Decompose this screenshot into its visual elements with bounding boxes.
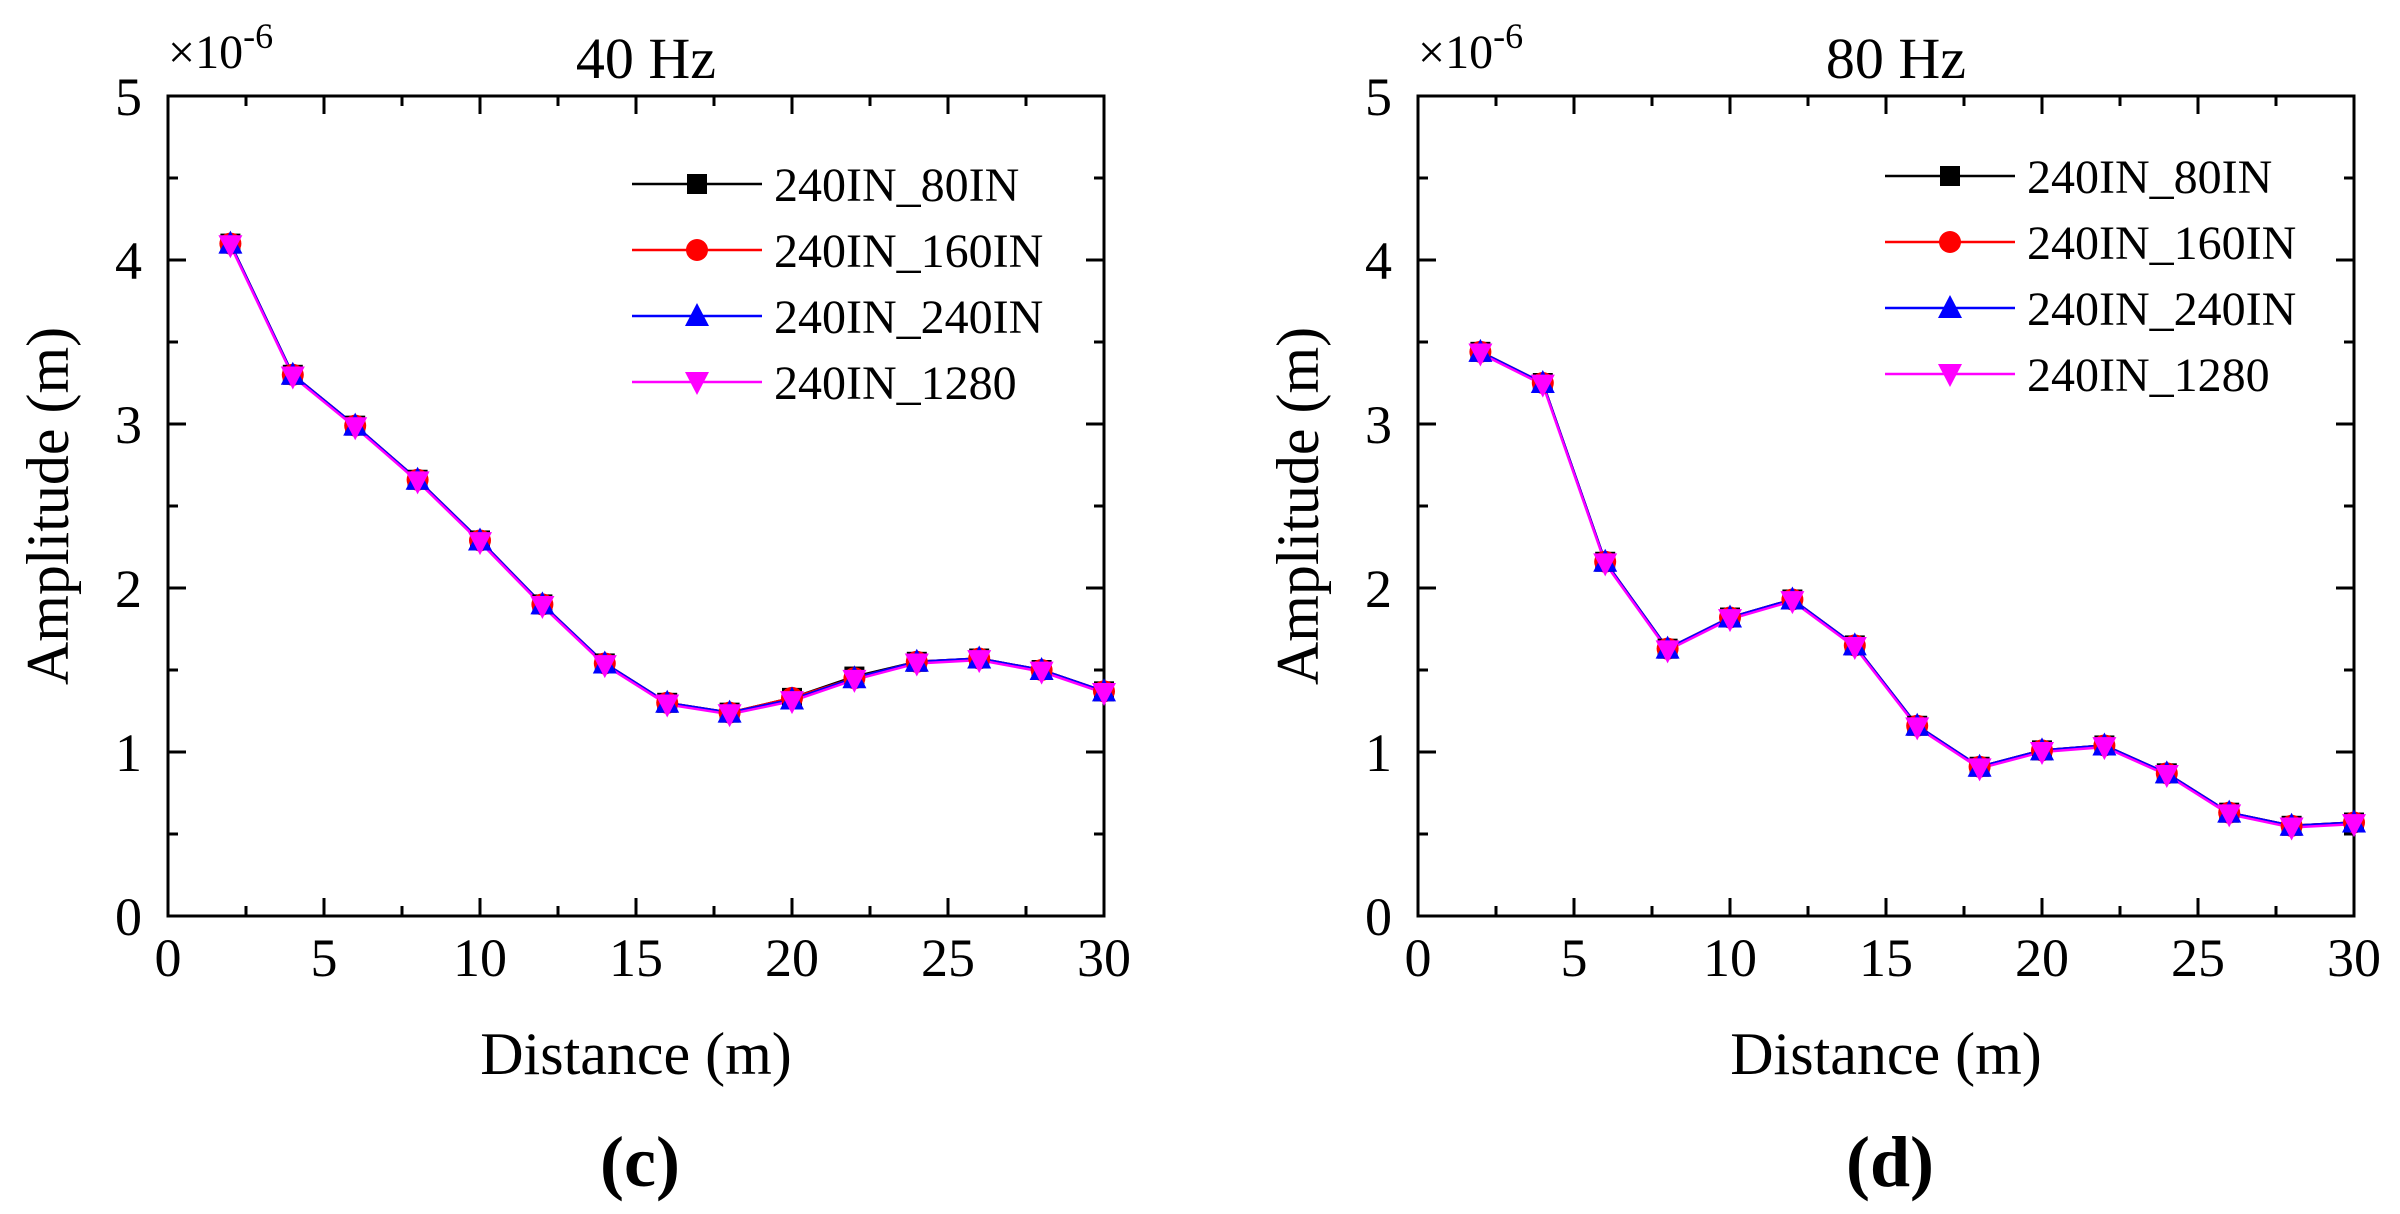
data-point-240in_1280 (780, 691, 804, 715)
data-point-240in_1280 (717, 704, 742, 728)
legend-marker (1939, 231, 1961, 253)
series-line-240in_240in (1479, 350, 2355, 828)
x-axis-title: Distance (m) (1730, 1021, 2042, 1087)
data-point-240in_1280 (218, 235, 243, 259)
data-point-240in_1280 (1718, 609, 1742, 633)
data-point-240in_1280 (1780, 591, 1805, 615)
y-tick-label: 2 (115, 559, 142, 619)
x-tick-label: 10 (1703, 928, 1757, 988)
y-axis-title: Amplitude (m) (15, 327, 81, 685)
y-tick-label: 1 (1365, 723, 1392, 783)
data-point-240in_1280 (1468, 343, 1493, 367)
panel-title: 80 Hz (1826, 26, 1966, 91)
y-scale-exponent: -6 (243, 16, 273, 56)
data-point-240in_1280 (530, 596, 555, 620)
data-point-240in_1280 (468, 532, 492, 556)
legend-label: 240IN_1280 (774, 357, 1017, 410)
y-scale-exponent: -6 (1493, 16, 1523, 56)
y-tick-label: 0 (115, 887, 142, 947)
data-point-240in_1280 (1842, 637, 1867, 661)
x-tick-label: 30 (1077, 928, 1131, 988)
data-point-240in_1280 (2030, 742, 2054, 765)
data-point-240in_1280 (1029, 661, 1054, 685)
chart-panel-d: 0 5 10 15 20 25 30 0 1 2 3 4 5 ×10-6 80 Hz Distance (m)… (1265, 16, 2381, 1202)
legend-marker (1938, 364, 1962, 387)
panel-label: (d) (1846, 1122, 1934, 1202)
y-tick-label: 5 (115, 67, 142, 127)
legend-marker (1940, 166, 1960, 186)
x-tick-label: 20 (2015, 928, 2069, 988)
series-line-240in_1280 (1479, 352, 2355, 829)
x-tick-label: 15 (1859, 928, 1913, 988)
data-point-240in_1280 (2217, 804, 2242, 828)
data-point-240in_1280 (842, 669, 867, 693)
data-point-240in_1280 (1593, 553, 1618, 577)
data-point-240in_1280 (904, 653, 929, 677)
legend-label: 240IN_160IN (774, 225, 1043, 278)
y-tick-label: 0 (1365, 887, 1392, 947)
x-tick-label: 0 (1405, 928, 1432, 988)
legend-label: 240IN_160IN (2027, 217, 2296, 270)
legend-label: 240IN_240IN (2027, 283, 2296, 336)
y-tick-label: 4 (1365, 231, 1392, 291)
y-tick-label: 3 (115, 395, 142, 455)
data-point-240in_1280 (2279, 817, 2304, 841)
data-point-240in_1280 (655, 694, 680, 718)
chart-panel-c: 0 5 10 15 20 25 30 0 1 2 3 4 5 ×10-6 40 Hz Distance (m)… (15, 16, 1131, 1202)
y-tick-label: 2 (1365, 559, 1392, 619)
x-tick-label: 20 (765, 928, 819, 988)
legend-marker (685, 372, 709, 395)
panel-title: 40 Hz (576, 26, 716, 91)
data-point-240in_1280 (1905, 717, 1930, 741)
legend-label: 240IN_240IN (774, 291, 1043, 344)
panel-label: (c) (600, 1122, 680, 1202)
legend-marker (686, 239, 708, 261)
series-line-240in_80in (1479, 350, 2355, 828)
data-point-240in_1280 (2154, 764, 2179, 788)
legend-marker (1938, 295, 1962, 318)
y-tick-label: 1 (115, 723, 142, 783)
x-tick-label: 15 (609, 928, 663, 988)
data-point-240in_1280 (343, 417, 368, 441)
legend-label: 240IN_1280 (2027, 349, 2270, 402)
x-tick-label: 5 (1561, 928, 1588, 988)
x-axis-title: Distance (m) (480, 1021, 792, 1087)
x-tick-label: 25 (921, 928, 975, 988)
data-point-240in_1280 (967, 650, 992, 674)
data-point-240in_1280 (1530, 374, 1555, 398)
x-tick-label: 30 (2327, 928, 2381, 988)
data-point-240in_1280 (2092, 737, 2117, 761)
data-point-240in_1280 (2342, 814, 2366, 838)
data-point-240in_1280 (1092, 682, 1116, 706)
data-point-240in_1280 (1967, 758, 1992, 782)
x-tick-label: 10 (453, 928, 507, 988)
y-scale-label: ×10-6 (1418, 16, 1523, 79)
legend-marker (687, 174, 707, 194)
series-line-240in_160in (1479, 350, 2355, 828)
y-tick-label: 3 (1365, 395, 1392, 455)
legend-label: 240IN_80IN (2027, 151, 2272, 204)
data-point-240in_1280 (405, 471, 430, 495)
legend-marker (685, 303, 709, 326)
x-tick-label: 5 (311, 928, 338, 988)
data-point-240in_1280 (592, 655, 617, 679)
data-point-240in_1280 (280, 366, 305, 390)
y-tick-label: 4 (115, 231, 142, 291)
x-tick-label: 25 (2171, 928, 2225, 988)
plot-frame (166, 94, 1106, 918)
legend-label: 240IN_80IN (774, 159, 1019, 212)
y-axis-title: Amplitude (m) (1265, 327, 1331, 685)
x-tick-label: 0 (155, 928, 182, 988)
y-tick-label: 5 (1365, 67, 1392, 127)
data-point-240in_1280 (1655, 640, 1680, 664)
y-scale-label: ×10-6 (168, 16, 273, 79)
